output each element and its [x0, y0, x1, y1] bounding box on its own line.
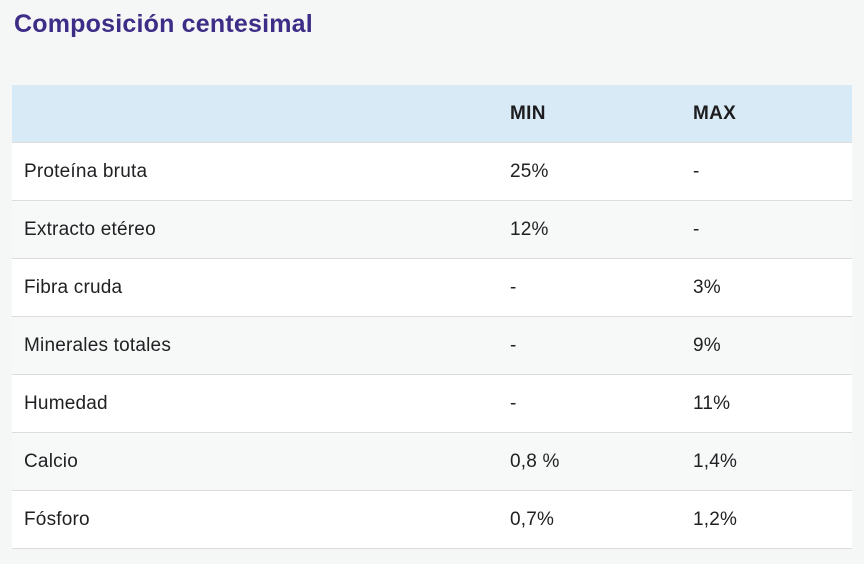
row-min-value: 0,7%: [510, 508, 555, 530]
row-label: Fósforo: [24, 508, 90, 530]
row-label: Fibra cruda: [24, 276, 123, 298]
row-max-value: -: [693, 160, 700, 182]
row-label: Extracto etéreo: [24, 218, 156, 240]
header-cell-min: MIN: [510, 102, 546, 124]
row-min-value: -: [510, 276, 517, 298]
row-label: Proteína bruta: [24, 160, 148, 182]
row-min-value: -: [510, 334, 517, 356]
header-cell-max: MAX: [693, 102, 737, 124]
row-max-value: 1,2%: [693, 508, 738, 530]
table-row: Fósforo 0,7% 1,2%: [12, 490, 852, 548]
row-label: Humedad: [24, 392, 108, 414]
page: Composición centesimal MIN MAX Proteína …: [12, 10, 852, 549]
table-row: Humedad - 11%: [12, 374, 852, 432]
row-min-value: 0,8 %: [510, 450, 560, 472]
row-max-value: 11%: [693, 392, 731, 414]
composition-table: MIN MAX Proteína bruta 25% - Extracto etére…: [12, 85, 852, 549]
page-title: Composición centesimal: [14, 10, 313, 38]
row-min-value: 12%: [510, 218, 549, 240]
row-label: Calcio: [24, 450, 78, 472]
table-header-row: MIN MAX: [12, 85, 852, 142]
row-max-value: 3%: [693, 276, 721, 298]
row-max-value: -: [693, 218, 700, 240]
row-max-value: 1,4%: [693, 450, 738, 472]
row-label: Minerales totales: [24, 334, 172, 356]
table-row: Minerales totales - 9%: [12, 316, 852, 374]
row-min-value: 25%: [510, 160, 549, 182]
table-body: Proteína bruta 25% - Extracto etéreo 12% - Fib…: [12, 142, 852, 548]
row-max-value: 9%: [693, 334, 721, 356]
table-row: Proteína bruta 25% -: [12, 142, 852, 200]
row-min-value: -: [510, 392, 517, 414]
table-row: Extracto etéreo 12% -: [12, 200, 852, 258]
table-row: Calcio 0,8 % 1,4%: [12, 432, 852, 490]
table-row: Fibra cruda - 3%: [12, 258, 852, 316]
